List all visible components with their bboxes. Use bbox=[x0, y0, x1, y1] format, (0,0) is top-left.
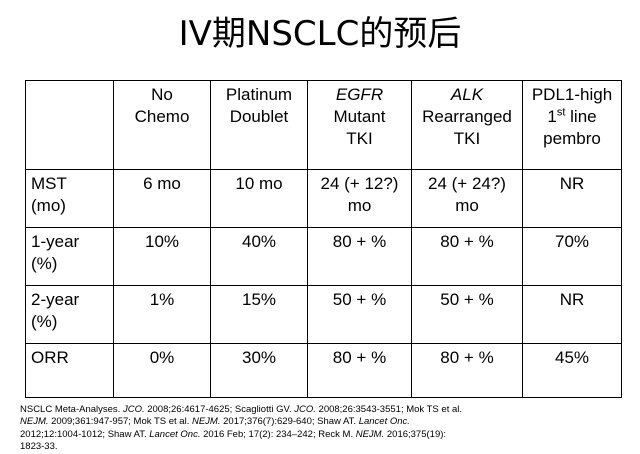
header-cell-no-chemo: No Chemo bbox=[113, 80, 211, 170]
table-cell: 10% bbox=[113, 227, 211, 286]
row-label-2-year: 2-year (%) bbox=[25, 285, 114, 344]
table-cell: 24 (+ 12?) mo bbox=[307, 169, 412, 228]
table-cell: 70% bbox=[522, 227, 622, 286]
row-label-mst: MST (mo) bbox=[25, 169, 114, 228]
row-label-1-year: 1-year (%) bbox=[25, 227, 114, 286]
table-cell: 80 + % bbox=[307, 227, 412, 286]
table-row: 1-year (%) 10% 40% 80 + % 80 + % 70% bbox=[25, 227, 622, 286]
table-cell: 45% bbox=[522, 343, 622, 398]
table-cell: 50 + % bbox=[307, 285, 412, 344]
table-row: 2-year (%) 1% 15% 50 + % 50 + % NR bbox=[25, 285, 622, 344]
header-cell-egfr: EGFR Mutant TKI bbox=[307, 80, 412, 170]
table-cell: 80 + % bbox=[307, 343, 412, 398]
table-cell: 24 (+ 24?) mo bbox=[411, 169, 523, 228]
header-cell-pdl1: PDL1-high 1st line pembro bbox=[522, 80, 622, 170]
header-cell-alk: ALK Rearranged TKI bbox=[411, 80, 523, 170]
header-cell-empty bbox=[25, 80, 114, 170]
table-header-row: No Chemo Platinum Doublet EGFR Mutant TK… bbox=[25, 80, 622, 170]
table-cell: NR bbox=[522, 169, 622, 228]
prognosis-table: No Chemo Platinum Doublet EGFR Mutant TK… bbox=[25, 80, 622, 398]
table-cell: 40% bbox=[210, 227, 308, 286]
row-label-orr: ORR bbox=[25, 343, 114, 398]
references: NSCLC Meta-Analyses. JCO. 2008;26:4617-4… bbox=[20, 404, 463, 453]
table-cell: 10 mo bbox=[210, 169, 308, 228]
table-cell: 80 + % bbox=[411, 343, 523, 398]
table-cell: 50 + % bbox=[411, 285, 523, 344]
slide-title: IV期NSCLC的预后 bbox=[178, 14, 462, 54]
table-cell: 30% bbox=[210, 343, 308, 398]
table-cell: 0% bbox=[113, 343, 211, 398]
table-cell: 1% bbox=[113, 285, 211, 344]
header-cell-platinum-doublet: Platinum Doublet bbox=[210, 80, 308, 170]
table-row: ORR 0% 30% 80 + % 80 + % 45% bbox=[25, 343, 622, 398]
table-cell: NR bbox=[522, 285, 622, 344]
table-row: MST (mo) 6 mo 10 mo 24 (+ 12?) mo 24 (+ … bbox=[25, 169, 622, 228]
table-cell: 80 + % bbox=[411, 227, 523, 286]
table-cell: 15% bbox=[210, 285, 308, 344]
table-cell: 6 mo bbox=[113, 169, 211, 228]
